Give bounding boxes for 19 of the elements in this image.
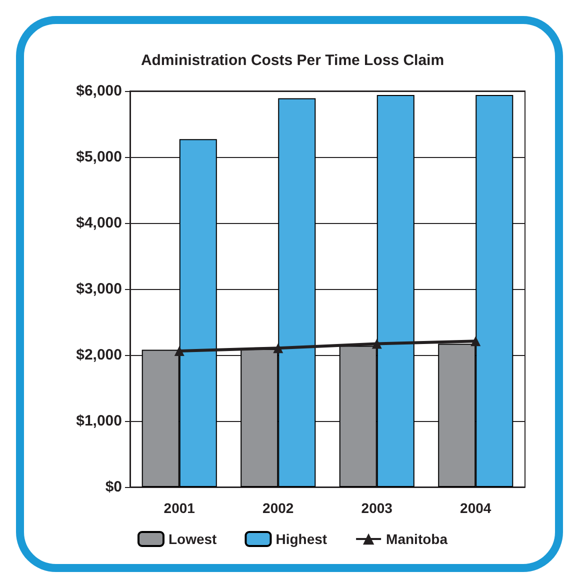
x-tick-label: 2003 (361, 500, 393, 516)
legend-label: Lowest (168, 531, 218, 547)
y-tick-label: $6,000 (76, 82, 122, 100)
y-tick-label: $2,000 (76, 346, 122, 364)
point (372, 338, 382, 349)
point (174, 346, 184, 356)
chart-title: Administration Costs Per Time Loss Claim (140, 52, 444, 69)
y-tick-label: $1,000 (76, 412, 122, 430)
x-tick-label: 2002 (262, 500, 294, 516)
point (273, 343, 284, 354)
y-tick-label: $4,000 (76, 214, 122, 232)
y-tick-label: $3,000 (76, 280, 122, 298)
y-tick-label: $5,000 (76, 148, 122, 166)
legend-label: Manitoba (386, 531, 448, 547)
x-tick-label: 2001 (164, 500, 196, 516)
x-tick-label: 2004 (460, 500, 492, 516)
legend-label: Highest (276, 531, 328, 547)
point (470, 336, 481, 346)
y-tick-label: $0 (105, 478, 122, 496)
